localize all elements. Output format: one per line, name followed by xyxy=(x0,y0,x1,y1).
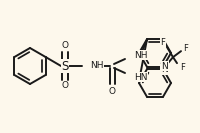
Text: N: N xyxy=(162,62,168,71)
Text: S: S xyxy=(61,59,69,72)
Text: F: F xyxy=(161,38,165,47)
Text: O: O xyxy=(108,86,116,95)
Text: O: O xyxy=(62,41,68,51)
Text: F: F xyxy=(181,63,185,72)
Text: N: N xyxy=(161,65,167,74)
Text: HN: HN xyxy=(134,72,148,82)
Text: F: F xyxy=(184,44,188,53)
Text: NH: NH xyxy=(90,61,104,70)
Text: NH: NH xyxy=(134,51,148,59)
Text: O: O xyxy=(62,82,68,90)
